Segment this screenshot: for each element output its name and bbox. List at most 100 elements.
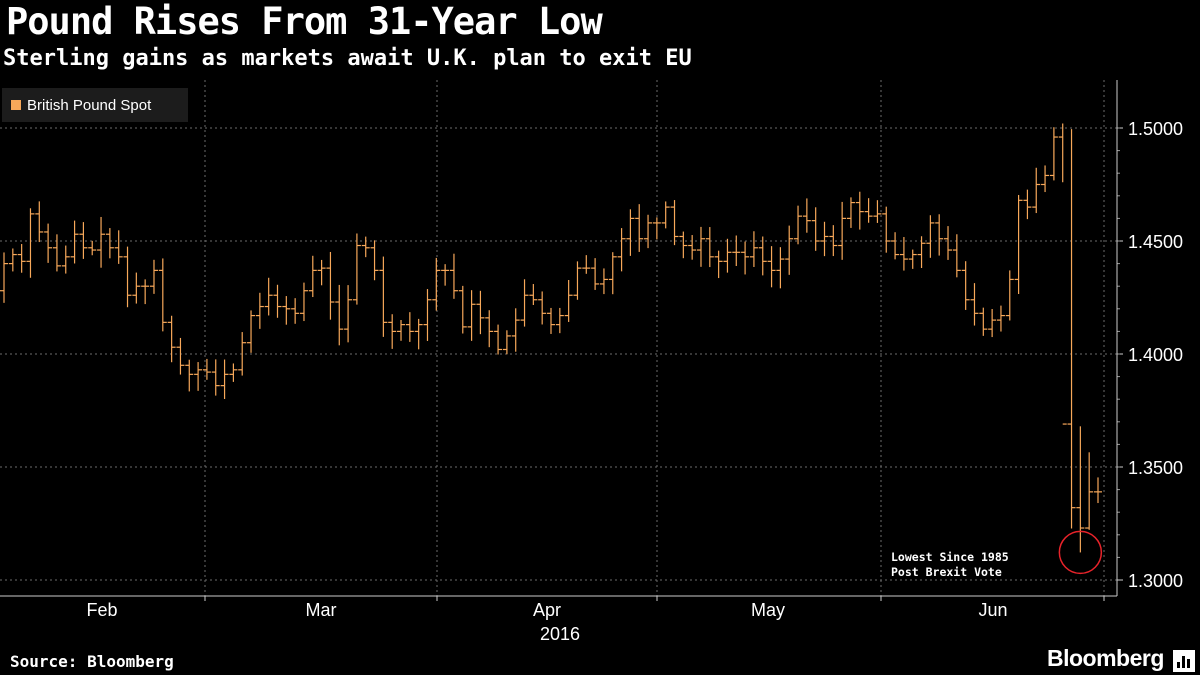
price-bar bbox=[935, 214, 944, 256]
price-bar bbox=[458, 285, 467, 334]
x-tick-label: Mar bbox=[306, 600, 337, 620]
price-bar bbox=[61, 245, 70, 274]
grid-lines bbox=[0, 80, 1117, 596]
y-tick-label: 1.3500 bbox=[1128, 458, 1183, 478]
price-bar bbox=[1041, 165, 1050, 193]
price-bar bbox=[599, 268, 608, 295]
price-bar bbox=[988, 309, 997, 338]
price-bar bbox=[952, 234, 961, 278]
price-bar bbox=[1023, 189, 1032, 220]
price-bar bbox=[732, 235, 741, 267]
price-bar bbox=[476, 290, 485, 335]
price-bar bbox=[767, 246, 776, 288]
price-bar bbox=[714, 250, 723, 279]
price-bar bbox=[44, 223, 53, 263]
price-bar bbox=[979, 307, 988, 336]
price-bar bbox=[264, 277, 273, 316]
price-bar bbox=[1005, 270, 1014, 321]
price-bar bbox=[194, 362, 203, 391]
y-tick-label: 1.3000 bbox=[1128, 571, 1183, 591]
price-bar bbox=[582, 255, 591, 274]
price-bar bbox=[0, 252, 8, 303]
price-bar bbox=[846, 197, 855, 228]
price-bar bbox=[802, 198, 811, 233]
y-tick-label: 1.5000 bbox=[1128, 119, 1183, 139]
price-bar bbox=[891, 232, 900, 260]
price-bar bbox=[670, 200, 679, 246]
price-bar bbox=[79, 222, 88, 259]
price-bar bbox=[838, 201, 847, 260]
price-bar bbox=[344, 285, 353, 343]
price-bar bbox=[608, 252, 617, 295]
price-bar bbox=[26, 208, 35, 278]
price-bar bbox=[970, 283, 979, 326]
price-bar bbox=[141, 279, 150, 305]
price-bar bbox=[723, 238, 732, 273]
price-bar bbox=[70, 220, 79, 264]
price-bar bbox=[538, 291, 547, 325]
axes: 1.3000 1.3500 1.4000 1.4500 1.5000 Feb Mar Apr M… bbox=[0, 80, 1183, 644]
price-bar bbox=[661, 201, 670, 229]
price-bar bbox=[1014, 194, 1023, 294]
price-bar bbox=[123, 246, 132, 308]
price-bar bbox=[944, 226, 953, 260]
price-bar bbox=[114, 230, 123, 264]
price-bar bbox=[1085, 452, 1094, 530]
price-bar bbox=[379, 256, 388, 337]
price-bar bbox=[776, 247, 785, 289]
price-bar bbox=[917, 236, 926, 268]
price-bar bbox=[652, 217, 661, 240]
price-bar bbox=[502, 330, 511, 355]
price-bar bbox=[291, 298, 300, 324]
price-bar bbox=[211, 359, 220, 396]
price-bar bbox=[238, 332, 247, 376]
price-bar bbox=[176, 337, 185, 375]
price-bar bbox=[785, 225, 794, 275]
price-bar bbox=[882, 206, 891, 253]
price-bars bbox=[0, 123, 1102, 553]
brand-logo: Bloomberg bbox=[1047, 645, 1164, 671]
price-bar bbox=[696, 226, 705, 267]
price-bar bbox=[388, 314, 397, 349]
price-bar bbox=[273, 284, 282, 318]
price-bar bbox=[88, 240, 97, 256]
price-bar bbox=[132, 272, 141, 304]
price-bar bbox=[855, 191, 864, 230]
price-bar bbox=[864, 198, 873, 223]
price-bar bbox=[255, 292, 264, 329]
price-bar bbox=[432, 257, 441, 311]
price-bar bbox=[397, 320, 406, 341]
price-bar bbox=[335, 284, 344, 346]
price-bar bbox=[326, 251, 335, 320]
price-bar bbox=[555, 307, 564, 334]
price-bar bbox=[414, 318, 423, 350]
price-bar bbox=[794, 205, 803, 245]
page-subtitle: Sterling gains as markets await U.K. pla… bbox=[3, 46, 692, 71]
price-bar bbox=[467, 290, 476, 341]
price-bar bbox=[485, 310, 494, 348]
price-bar bbox=[8, 248, 17, 272]
x-tick-label: Feb bbox=[86, 600, 117, 620]
price-bar bbox=[820, 221, 829, 257]
price-bar bbox=[1094, 477, 1102, 504]
bar-chart-icon bbox=[1173, 650, 1195, 672]
price-bar bbox=[520, 279, 529, 327]
price-bar bbox=[105, 228, 114, 259]
price-bar bbox=[996, 305, 1005, 332]
price-bar bbox=[679, 231, 688, 259]
price-bar bbox=[185, 359, 194, 392]
price-bar bbox=[591, 258, 600, 290]
price-bar bbox=[149, 259, 158, 294]
price-bar bbox=[617, 228, 626, 272]
price-bar bbox=[547, 307, 555, 334]
price-bar bbox=[247, 310, 256, 353]
price-bar bbox=[361, 236, 370, 258]
legend: British Pound Spot bbox=[2, 88, 188, 122]
price-bar bbox=[97, 216, 106, 268]
price-bar bbox=[1049, 127, 1058, 181]
price-bar bbox=[167, 315, 176, 363]
price-bar bbox=[749, 231, 758, 267]
page-title: Pound Rises From 31-Year Low bbox=[6, 0, 603, 43]
